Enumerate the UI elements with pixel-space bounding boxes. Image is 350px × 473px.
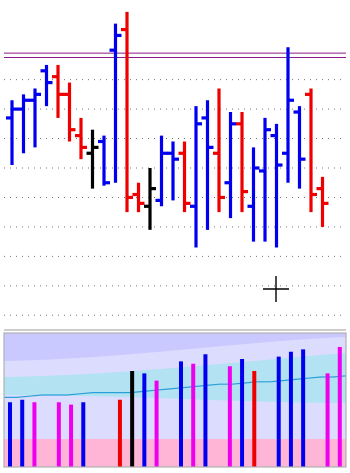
band-inner: [4, 353, 346, 403]
ohlc-bar: [259, 117, 271, 242]
ohlc-bar: [305, 88, 317, 213]
ohlc-bar: [201, 100, 214, 230]
ohlc-bar: [86, 129, 99, 189]
ohlc-bar: [29, 88, 41, 148]
ohlc-bar: [109, 23, 122, 183]
ohlc-bar: [98, 135, 110, 186]
volume-border: [3, 332, 347, 468]
crosshair-cursor: [263, 276, 289, 302]
ohlc-bar: [224, 112, 237, 219]
volume-panel-frame: [3, 329, 347, 468]
volume-bars: [8, 347, 342, 467]
ohlc-bar: [17, 94, 30, 154]
ohlc-bar: [155, 135, 168, 207]
ohlc-bar: [144, 168, 156, 230]
ohlc-bars: [6, 11, 329, 248]
ohlc-bar: [40, 64, 53, 107]
ohlc-bar: [316, 176, 329, 227]
reference-lines: [4, 52, 346, 59]
ohlc-bar: [270, 123, 283, 248]
ohlc-bar: [167, 141, 179, 201]
ohlc-bar: [190, 106, 202, 248]
ohlc-bar: [121, 11, 133, 213]
band-low: [4, 439, 346, 467]
ohlc-bar: [52, 64, 64, 118]
ohlc-bar: [293, 106, 306, 189]
ohlc-bar: [236, 112, 248, 213]
ohlc-bar: [63, 82, 76, 142]
ohlc-bar: [6, 100, 18, 166]
grid-layer: [4, 79, 346, 316]
ohlc-bar: [75, 117, 87, 160]
volume-background: [4, 333, 346, 467]
ohlc-bar: [213, 88, 225, 213]
ohlc-bar: [247, 147, 260, 242]
ohlc-bar: [132, 182, 145, 213]
ohlc-bar: [178, 141, 191, 213]
ohlc-bar: [282, 47, 294, 183]
